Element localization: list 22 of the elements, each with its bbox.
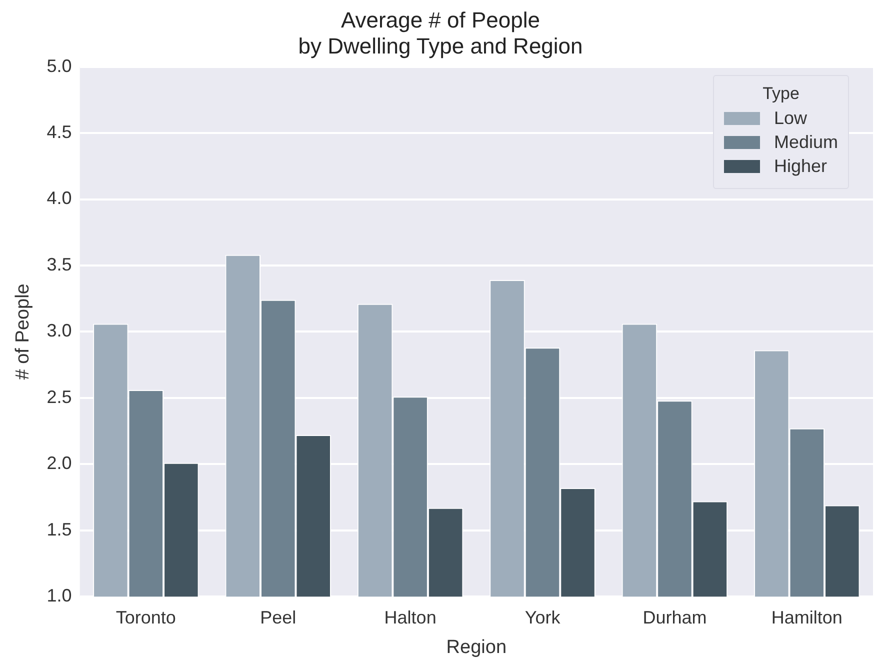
legend-label: Medium — [774, 132, 838, 153]
y-tick-label: 4.0 — [46, 188, 72, 208]
x-tick-label: Durham — [642, 607, 707, 628]
x-tick-label: Halton — [384, 607, 436, 628]
x-tick-label: Hamilton — [771, 607, 842, 628]
y-axis-title: # of People — [12, 284, 34, 380]
x-tick-label: York — [524, 607, 562, 628]
y-tick-label: 1.0 — [46, 586, 72, 606]
y-tick-label: 5.0 — [46, 56, 72, 76]
legend-label: Low — [774, 108, 808, 129]
y-tick-label: 2.5 — [46, 386, 72, 407]
chart-title: Average # of People by Dwelling Type and Region — [298, 7, 583, 59]
x-tick-label: Toronto — [116, 607, 176, 628]
x-axis-title: Region — [446, 636, 507, 658]
y-tick-label: 1.5 — [46, 519, 72, 540]
y-tick-label: 4.5 — [46, 122, 72, 142]
legend-title: Type — [762, 84, 800, 104]
y-tick-label: 2.0 — [46, 453, 72, 474]
y-tick-label: 3.0 — [46, 320, 72, 341]
y-tick-label: 3.5 — [46, 254, 72, 274]
legend-label: Higher — [774, 156, 828, 177]
x-tick-label: Peel — [260, 607, 296, 628]
